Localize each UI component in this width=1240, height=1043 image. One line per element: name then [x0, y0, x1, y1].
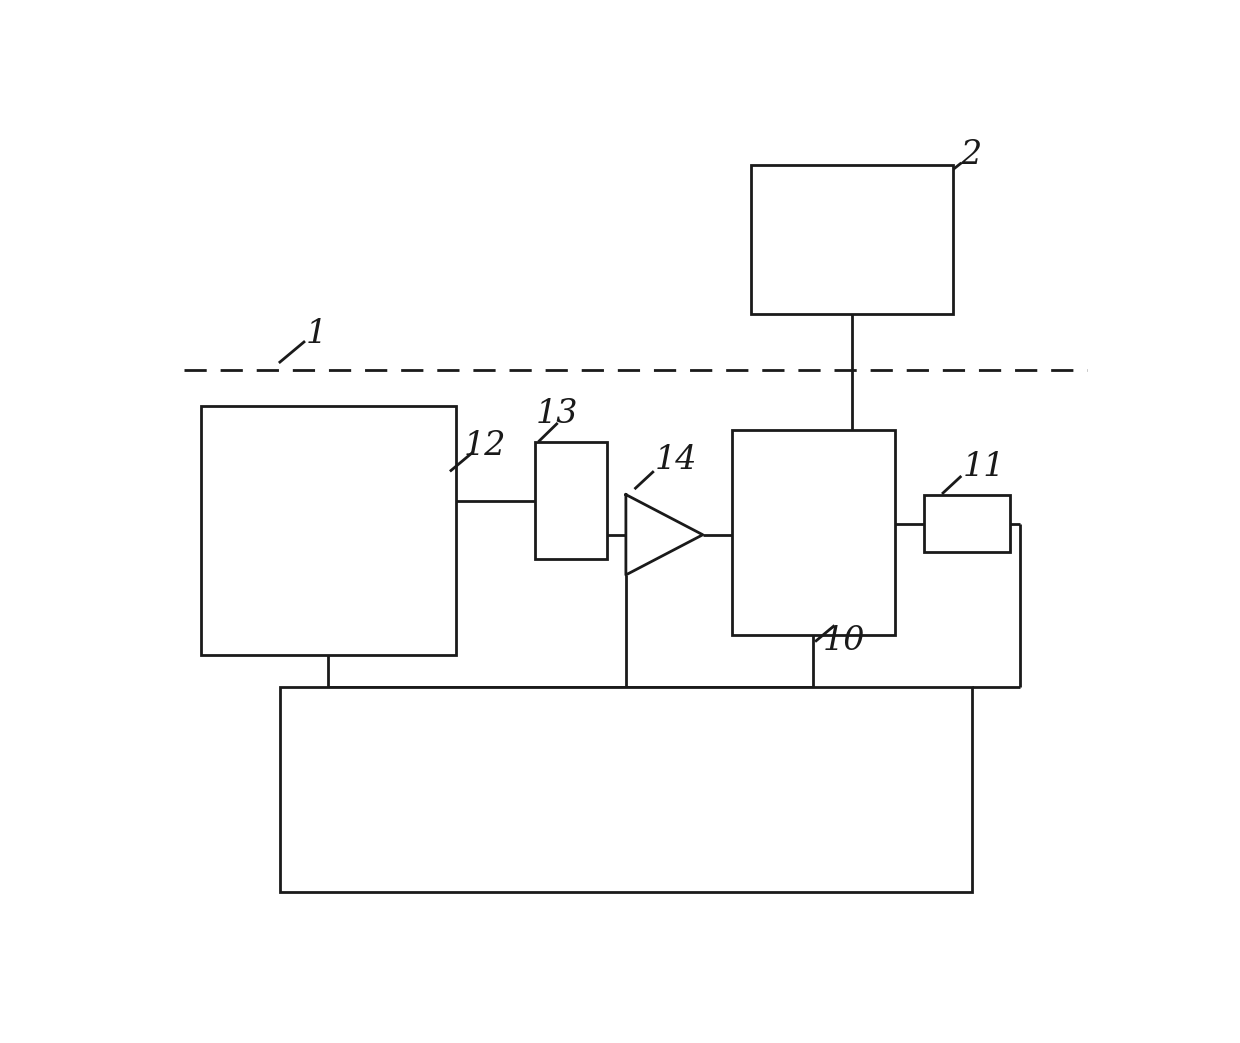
Text: 11: 11 [962, 451, 1004, 483]
Bar [924, 494, 1011, 553]
Text: 12: 12 [464, 431, 506, 462]
Bar [751, 166, 952, 314]
Text: 10: 10 [823, 625, 866, 657]
Text: 13: 13 [536, 398, 578, 431]
Text: 2: 2 [960, 139, 982, 171]
Text: 1: 1 [306, 318, 327, 350]
Bar [732, 431, 895, 635]
Bar [280, 687, 972, 892]
Bar [534, 442, 606, 559]
Bar [201, 406, 456, 655]
Text: 14: 14 [655, 444, 697, 476]
